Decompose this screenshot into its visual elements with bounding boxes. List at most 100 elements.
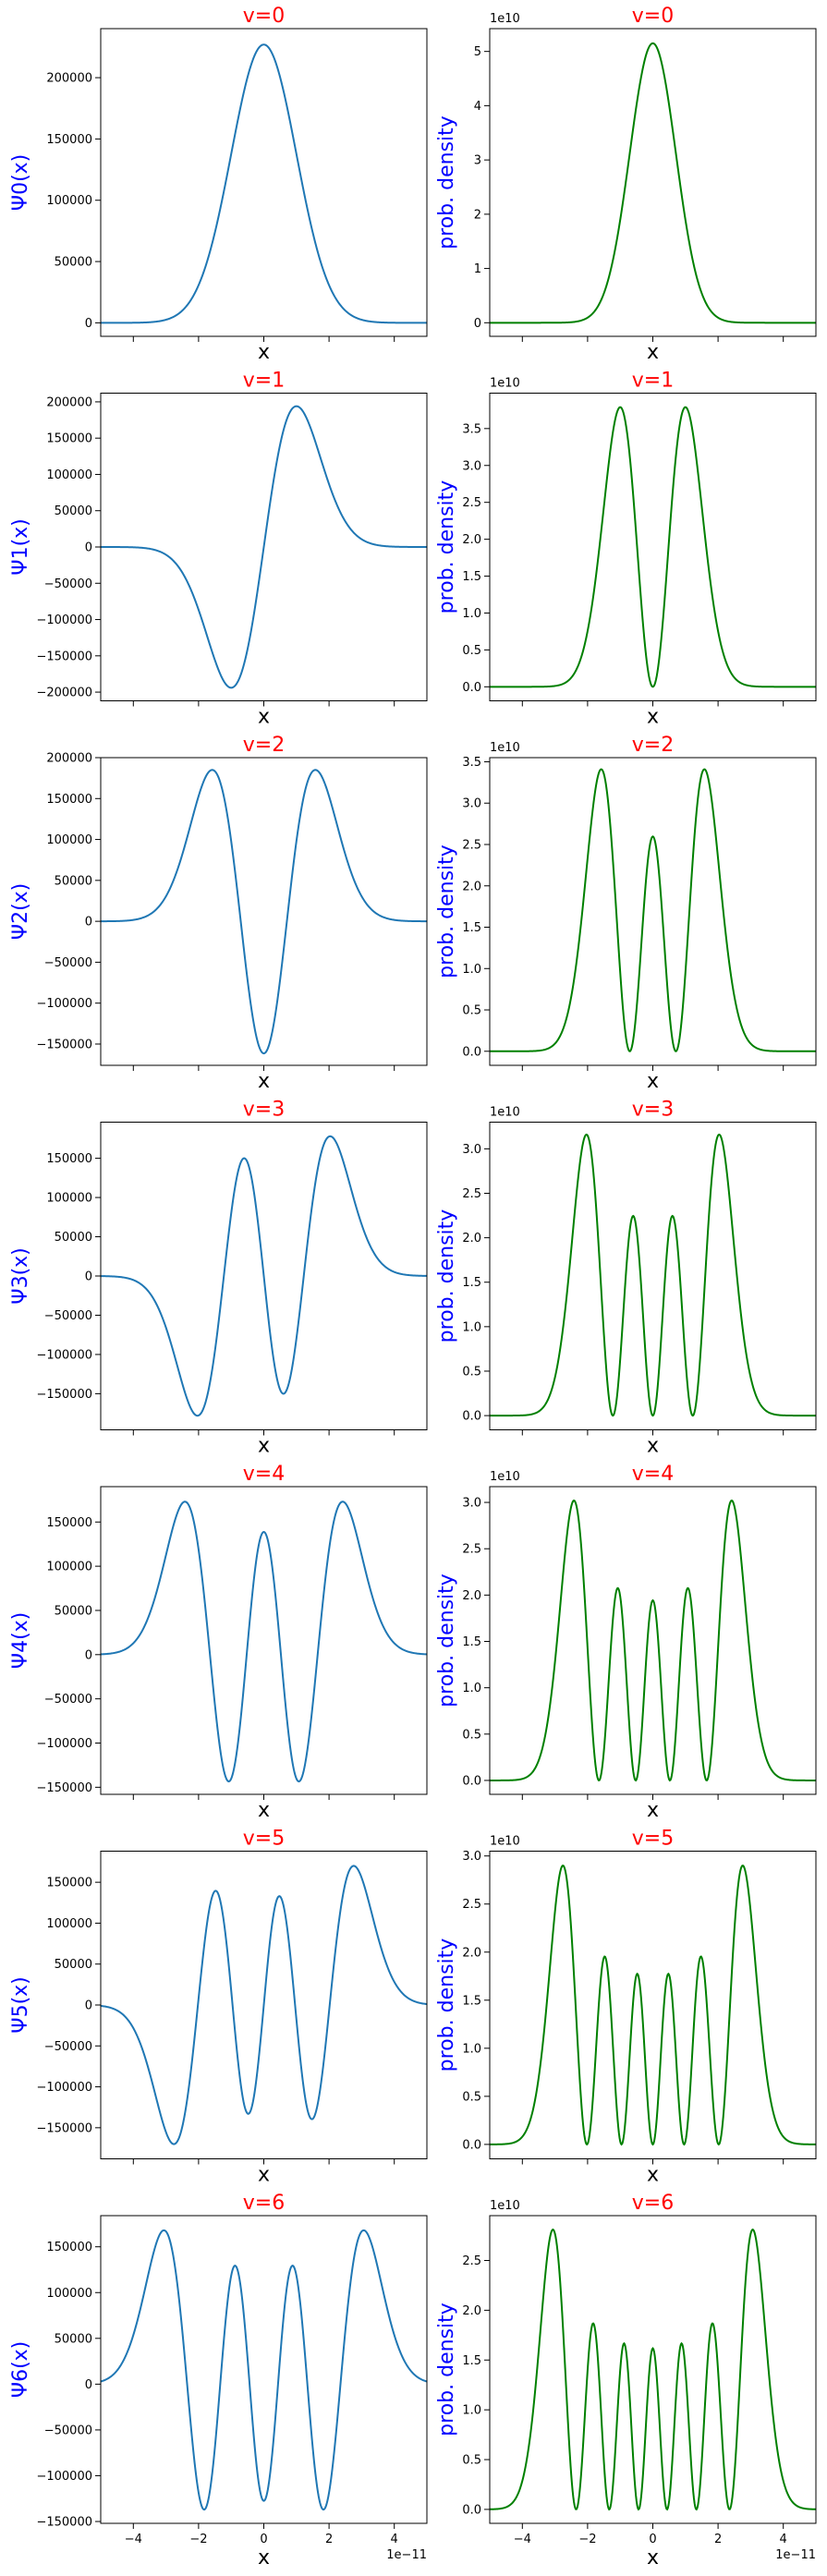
y-tick-label: 150000 [46, 2241, 92, 2254]
y-tick-label: −150000 [36, 2516, 92, 2530]
y-tick-label: 1.0 [462, 607, 481, 621]
y-tick-label: −100000 [36, 2081, 92, 2095]
y-tick-label: 1.0 [462, 963, 481, 977]
axes-frame [100, 28, 428, 337]
y-tick-label: 0 [85, 541, 92, 555]
y-offset-label: 1e10 [490, 1106, 520, 1120]
y-tick-label: 0.0 [462, 1774, 481, 1788]
y-tick-label: 5 [474, 45, 481, 59]
x-offset-label: 1e−11 [775, 2548, 816, 2562]
y-axis-label: Ψ6(x) [9, 2341, 32, 2399]
y-tick-label: 2.0 [462, 1946, 481, 1960]
y-tick-label: 150000 [46, 793, 92, 807]
y-tick-label: 0.5 [462, 1004, 481, 1018]
y-tick-label: 2.0 [462, 2304, 481, 2318]
panel-density-v0: 0 1 2 3 4 5 1e10 v=0 x prob. density [435, 5, 817, 364]
panel-title: v=0 [632, 5, 674, 28]
y-tick-label: 1.0 [462, 2042, 481, 2056]
y-tick-label: 1.5 [462, 1994, 481, 2008]
y-axis-label: prob. density [435, 115, 458, 249]
x-tick-label: 4 [780, 2533, 787, 2546]
y-axis-label: prob. density [435, 480, 458, 614]
y-axis-label: prob. density [435, 1574, 458, 1707]
y-tick-label: −50000 [44, 577, 92, 591]
wavefunction-line-v3 [101, 1135, 427, 1417]
y-tick-label: 2.5 [462, 1898, 481, 1912]
wavefunction-line-v2 [101, 769, 427, 1055]
y-tick-label: 3.0 [462, 459, 481, 473]
y-axis-label: Ψ3(x) [9, 1247, 32, 1305]
y-tick-label: 2.0 [462, 1232, 481, 1245]
y-tick-label: 1.5 [462, 1276, 481, 1290]
y-tick-label: 3.0 [462, 1850, 481, 1864]
y-tick-label: 0.0 [462, 1410, 481, 1424]
axes-frame [489, 757, 817, 1066]
y-tick-label: 0.0 [462, 2503, 481, 2517]
y-tick-label: 0 [85, 2378, 92, 2392]
x-tick-label: −2 [189, 2533, 207, 2546]
y-offset-label: 1e10 [490, 1835, 520, 1849]
x-axis-label: x [258, 1435, 270, 1458]
wavefunction-line-v1 [101, 405, 427, 689]
panel-title: v=2 [632, 734, 674, 757]
x-axis-label: x [647, 706, 659, 729]
y-tick-label: 150000 [46, 1152, 92, 1166]
y-tick-label: 200000 [46, 72, 92, 86]
y-tick-label: 0.0 [462, 1045, 481, 1059]
y-tick-label: 0 [85, 1270, 92, 1284]
y-tick-label: 100000 [46, 468, 92, 482]
y-tick-label: −50000 [44, 1693, 92, 1707]
panel-title: v=5 [243, 1828, 285, 1851]
y-offset-label: 1e10 [490, 1470, 520, 1484]
axes-frame [489, 28, 817, 337]
wavefunction-line-v4 [101, 1501, 427, 1783]
y-tick-label: 2.5 [462, 1187, 481, 1201]
wavefunction-line-v0 [101, 43, 427, 324]
y-tick-label: −100000 [36, 1348, 92, 1362]
y-tick-label: 0.0 [462, 681, 481, 695]
y-tick-label: −150000 [36, 2121, 92, 2135]
y-tick-label: −50000 [44, 2424, 92, 2437]
y-tick-label: −100000 [36, 614, 92, 627]
x-axis-label: x [258, 341, 270, 364]
y-tick-label: 0 [85, 916, 92, 930]
panel-density-v2: 0.0 0.5 1.0 1.5 2.0 2.5 3.0 3.5 1e10 v=2 x prob. de… [435, 734, 817, 1093]
panel-title: v=6 [243, 2192, 285, 2215]
y-tick-label: −50000 [44, 2040, 92, 2054]
density-line-v4 [490, 1499, 816, 1782]
axes-frame [100, 757, 428, 1066]
panel-psi-v3: −150000 −100000 −50000 0 50000 100000 150000 v=… [9, 1099, 428, 1458]
y-tick-label: 50000 [55, 256, 92, 270]
panel-psi-v4: −150000 −100000 −50000 0 50000 100000 150000 v=… [9, 1463, 428, 1822]
x-axis-label: x [258, 1070, 270, 1093]
y-offset-label: 1e10 [490, 2199, 520, 2213]
axes-frame [489, 1851, 817, 2159]
y-tick-label: 150000 [46, 1516, 92, 1530]
density-line-v5 [490, 1864, 816, 2146]
y-tick-label: 3.5 [462, 756, 481, 770]
y-tick-label: 150000 [46, 1877, 92, 1890]
y-tick-label: −50000 [44, 1309, 92, 1323]
y-tick-label: −200000 [36, 687, 92, 700]
y-tick-label: 2.5 [462, 2254, 481, 2268]
panel-title: v=3 [632, 1099, 674, 1122]
y-tick-label: 0.5 [462, 1728, 481, 1742]
y-tick-label: 50000 [55, 874, 92, 888]
y-tick-label: 3.0 [462, 1497, 481, 1511]
density-line-v6 [490, 2228, 816, 2511]
y-tick-label: 50000 [55, 1604, 92, 1618]
y-tick-label: 100000 [46, 833, 92, 847]
y-tick-label: 2.5 [462, 838, 481, 852]
y-tick-label: 50000 [55, 2332, 92, 2346]
y-tick-label: 2.0 [462, 1589, 481, 1603]
y-tick-label: 0 [85, 1999, 92, 2013]
y-tick-label: 0.5 [462, 2090, 481, 2104]
density-line-v2 [490, 768, 816, 1052]
y-tick-label: 3.0 [462, 797, 481, 811]
panel-title: v=4 [243, 1463, 285, 1486]
y-tick-label: 3.0 [462, 1143, 481, 1157]
y-tick-label: 1.5 [462, 1635, 481, 1649]
x-tick-label: −4 [125, 2533, 142, 2546]
y-tick-label: 4 [474, 100, 481, 114]
